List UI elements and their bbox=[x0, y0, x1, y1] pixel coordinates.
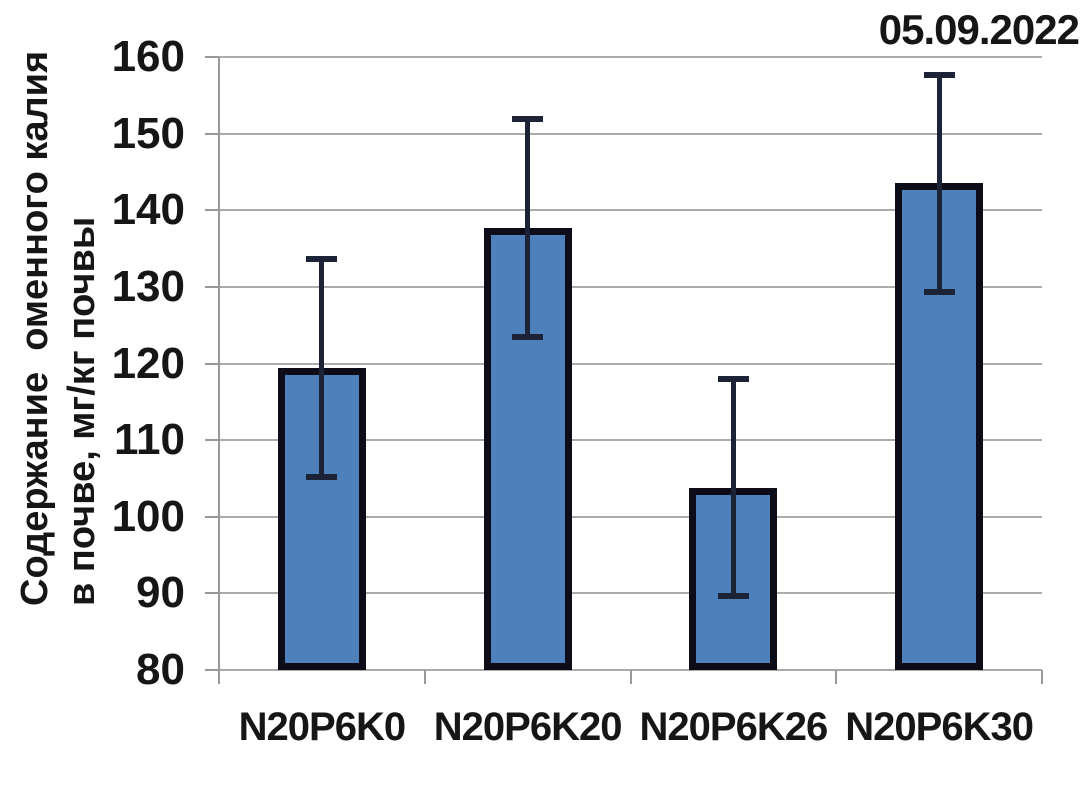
error-bar-top-cap-N20P6K30 bbox=[923, 71, 955, 78]
error-bar-bottom-cap-N20P6K30 bbox=[923, 289, 955, 296]
error-bar-bottom-cap-N20P6K20 bbox=[512, 333, 544, 340]
y-tick-mark-130 bbox=[205, 285, 219, 288]
error-bar-N20P6K30 bbox=[936, 74, 942, 293]
x-tick-label-N20P6K0: N20P6K0 bbox=[238, 705, 406, 749]
error-bar-N20P6K0 bbox=[319, 259, 325, 477]
error-bar-top-cap-N20P6K0 bbox=[306, 256, 338, 263]
y-tick-label-90: 90 bbox=[136, 568, 185, 618]
error-bar-N20P6K20 bbox=[525, 119, 531, 337]
x-tick-mark-3 bbox=[835, 670, 838, 684]
y-tick-label-80: 80 bbox=[136, 645, 185, 694]
x-tick-label-N20P6K30: N20P6K30 bbox=[845, 705, 1034, 749]
y-tick-mark-140 bbox=[205, 209, 219, 212]
gridline-100 bbox=[219, 515, 1042, 518]
x-tick-label-N20P6K20: N20P6K20 bbox=[433, 705, 623, 749]
y-axis-title-line1: Содержание оменного калия bbox=[14, 50, 56, 606]
gridline-150 bbox=[219, 132, 1042, 135]
y-axis-line bbox=[218, 57, 220, 684]
y-tick-label-130: 130 bbox=[111, 261, 185, 311]
date-annotation: 05.09.2022 bbox=[878, 6, 1080, 53]
gridline-110 bbox=[219, 439, 1042, 442]
y-tick-label-120: 120 bbox=[111, 338, 185, 388]
error-bar-bottom-cap-N20P6K0 bbox=[306, 473, 338, 480]
x-tick-mark-2 bbox=[629, 670, 632, 684]
y-tick-mark-90 bbox=[205, 592, 219, 595]
gridline-90 bbox=[219, 592, 1042, 595]
y-tick-label-140: 140 bbox=[111, 185, 185, 235]
y-tick-label-160: 160 bbox=[111, 32, 185, 81]
error-bar-N20P6K26 bbox=[730, 378, 736, 597]
error-bar-top-cap-N20P6K20 bbox=[512, 116, 544, 123]
y-tick-mark-100 bbox=[205, 515, 219, 518]
y-tick-mark-160 bbox=[205, 56, 219, 58]
y-tick-label-100: 100 bbox=[111, 491, 185, 541]
gridline-120 bbox=[219, 362, 1042, 365]
gridline-140 bbox=[219, 209, 1042, 212]
plot-area: 80 90 100 110 120 130 140 150 160 N20P6K0 N20P6K20… bbox=[112, 32, 1043, 749]
error-bar-bottom-cap-N20P6K26 bbox=[717, 593, 749, 600]
y-tick-mark-80 bbox=[205, 669, 219, 671]
x-tick-label-N20P6K26: N20P6K26 bbox=[639, 705, 829, 749]
y-tick-mark-110 bbox=[205, 439, 219, 442]
error-bar-top-cap-N20P6K26 bbox=[717, 375, 749, 382]
gridline-130 bbox=[219, 285, 1042, 288]
y-tick-mark-150 bbox=[205, 132, 219, 135]
x-tick-mark-4 bbox=[1041, 670, 1043, 684]
y-tick-label-150: 150 bbox=[111, 108, 185, 158]
gridline-160 bbox=[219, 56, 1042, 58]
y-tick-mark-120 bbox=[205, 362, 219, 365]
x-tick-mark-0 bbox=[218, 670, 220, 684]
x-tick-mark-1 bbox=[423, 670, 426, 684]
y-tick-label-110: 110 bbox=[114, 415, 185, 465]
